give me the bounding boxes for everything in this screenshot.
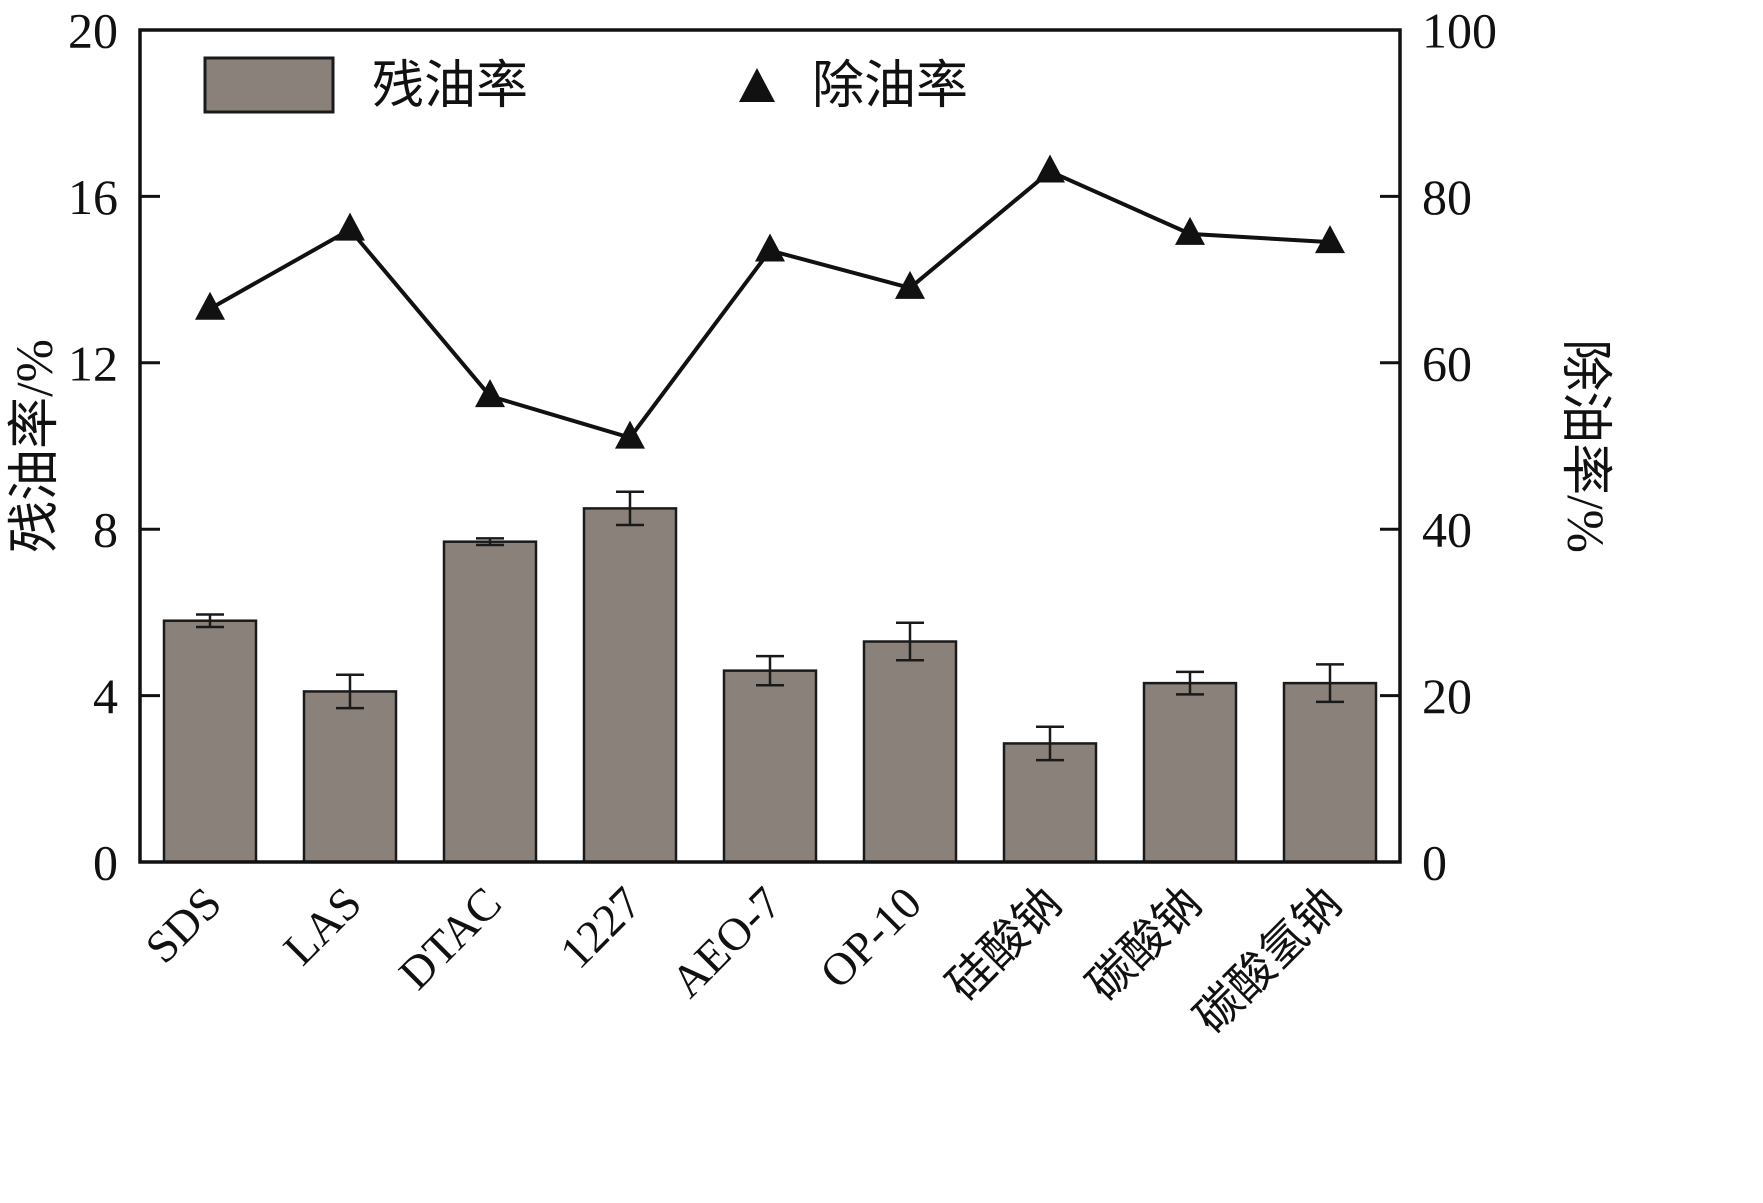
- line-path: [209, 169, 1331, 440]
- line-series: [195, 154, 1345, 449]
- triangle-marker: [195, 291, 225, 320]
- left-tick-label: 16: [68, 169, 118, 225]
- legend-triangle-marker: [739, 68, 775, 102]
- bar: [862, 640, 958, 864]
- triangle-marker: [1175, 216, 1205, 245]
- x-category-label: 1227: [550, 877, 651, 978]
- triangle-marker: [615, 420, 645, 449]
- bar: [582, 507, 678, 864]
- right-tick-label: 60: [1422, 335, 1472, 391]
- bar: [162, 619, 258, 864]
- right-axis-title: 除油率/%: [1556, 339, 1613, 553]
- right-tick-label: 40: [1422, 502, 1472, 558]
- bar: [722, 669, 818, 864]
- triangle-marker: [1315, 225, 1345, 254]
- bar: [442, 540, 538, 864]
- left-axis: 0 4 8 12 16 20: [68, 3, 160, 891]
- x-category-label: 硅酸钠: [937, 877, 1071, 1011]
- x-category-label: LAS: [274, 877, 372, 975]
- bar: [302, 690, 398, 864]
- triangle-marker: [1035, 154, 1065, 183]
- left-tick-label: 8: [93, 502, 118, 558]
- triangle-marker: [475, 379, 505, 408]
- legend-label-line: 除油率: [812, 58, 968, 115]
- x-category-label: 碳酸氢钠: [1185, 877, 1351, 1043]
- bar: [1282, 681, 1378, 864]
- left-axis-title: 残油率/%: [7, 339, 64, 553]
- right-tick-label: 0: [1422, 835, 1447, 891]
- triangle-marker: [755, 233, 785, 262]
- x-category-label: OP-10: [810, 877, 931, 998]
- x-category-label: DTAC: [389, 877, 511, 999]
- legend-label-bar: 残油率: [372, 58, 528, 115]
- right-tick-label: 80: [1422, 169, 1472, 225]
- right-tick-label: 100: [1422, 3, 1497, 59]
- left-tick-label: 20: [68, 3, 118, 59]
- right-axis: 0 20 40 60 80 100: [1380, 3, 1497, 891]
- x-category-label: SDS: [135, 877, 231, 973]
- x-category-label: 碳酸钠: [1077, 877, 1211, 1011]
- triangle-marker: [895, 270, 925, 299]
- plot-frame: [138, 28, 1402, 864]
- x-category-label: AEO-7: [661, 877, 791, 1007]
- legend: 残油率 除油率: [203, 56, 968, 115]
- left-tick-label: 12: [68, 335, 118, 391]
- legend-bar-swatch: [203, 56, 335, 114]
- right-tick-label: 20: [1422, 668, 1472, 724]
- bar: [1142, 681, 1238, 864]
- left-tick-label: 0: [93, 835, 118, 891]
- triangle-marker: [335, 212, 365, 241]
- left-tick-label: 4: [93, 668, 118, 724]
- error-bars: [196, 490, 1344, 762]
